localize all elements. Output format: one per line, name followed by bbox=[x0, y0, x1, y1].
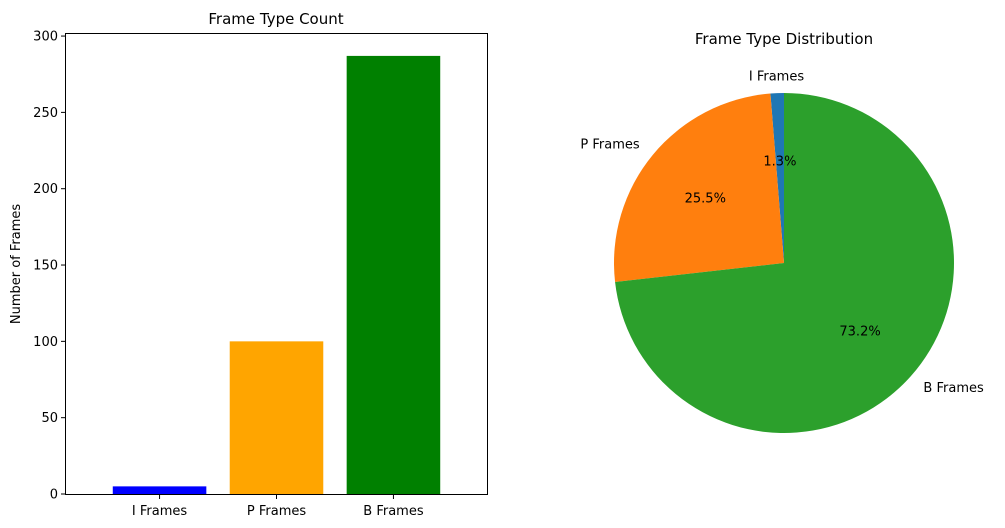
pie-chart-title: Frame Type Distribution bbox=[695, 30, 873, 48]
bar-chart: Frame Type Count Number of Frames 0 50 100… bbox=[9, 10, 488, 519]
bar-i-frames bbox=[112, 486, 207, 494]
bar-chart-title: Frame Type Count bbox=[208, 10, 343, 28]
plot-frame bbox=[65, 33, 488, 495]
y-tick-label: 50 bbox=[41, 411, 58, 426]
pie-category-label: I Frames bbox=[749, 70, 804, 85]
bar-b-frames bbox=[346, 55, 441, 495]
y-tick-label: 200 bbox=[33, 182, 58, 197]
x-axis-ticks: I Frames P Frames B Frames bbox=[132, 494, 424, 519]
y-axis-label: Number of Frames bbox=[9, 204, 24, 325]
pie-chart: Frame Type Distribution 1.3% I Frames 25.5… bbox=[580, 30, 984, 433]
pie-percent-label: 73.2% bbox=[839, 324, 880, 339]
y-axis-ticks: 0 50 100 150 200 250 300 bbox=[33, 30, 66, 503]
y-tick-label: 0 bbox=[50, 488, 58, 503]
y-tick-label: 300 bbox=[33, 30, 58, 45]
pie-percent-label: 25.5% bbox=[685, 192, 726, 207]
pie-slice-b-frames bbox=[615, 93, 955, 433]
y-tick-label: 250 bbox=[33, 106, 58, 121]
pie-category-label: P Frames bbox=[580, 138, 639, 153]
bar-p-frames bbox=[229, 341, 324, 494]
pie-slice-p-frames bbox=[614, 93, 784, 283]
pie-slice-i-frames bbox=[770, 93, 784, 263]
y-tick-label: 150 bbox=[33, 259, 58, 274]
pie-category-label: B Frames bbox=[923, 381, 984, 396]
y-tick-label: 100 bbox=[33, 335, 58, 350]
pie-slices bbox=[614, 93, 955, 433]
pie-percent-label: 1.3% bbox=[763, 155, 796, 170]
x-tick-label: I Frames bbox=[132, 504, 187, 519]
pie-labels: 1.3% I Frames 25.5% P Frames 73.2% B Frames bbox=[580, 70, 984, 396]
bars bbox=[112, 55, 441, 495]
x-tick-label: P Frames bbox=[247, 504, 306, 519]
x-tick-label: B Frames bbox=[363, 504, 424, 519]
